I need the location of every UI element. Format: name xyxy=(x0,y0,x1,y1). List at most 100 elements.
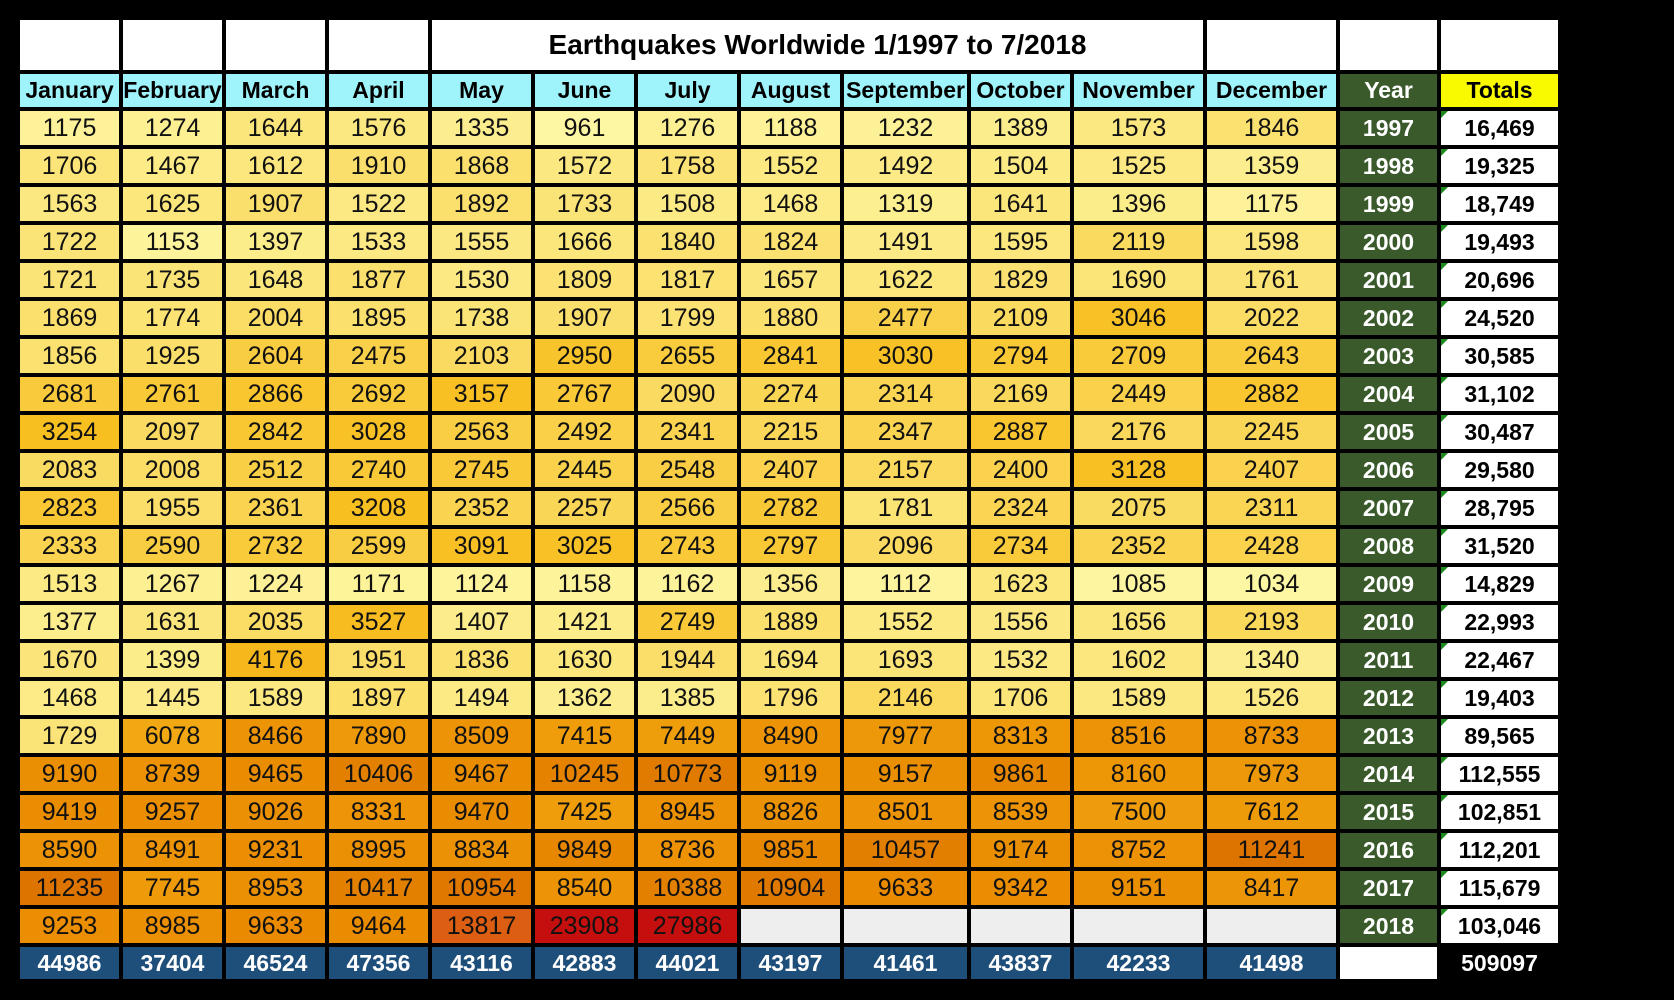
column-header-october: October xyxy=(971,74,1070,107)
data-cell: 9467 xyxy=(432,757,531,791)
table-row: 9419 9257 9026 8331 9470 7425 8945 8826 8501 8539… xyxy=(20,795,1558,829)
data-cell: 2008 xyxy=(123,453,222,487)
data-cell: 2176 xyxy=(1074,415,1203,449)
year-cell: 1999 xyxy=(1340,187,1437,221)
data-cell: 3046 xyxy=(1074,301,1203,335)
data-cell: 8160 xyxy=(1074,757,1203,791)
year-cell: 2011 xyxy=(1340,643,1437,677)
row-total-cell: 16,469 xyxy=(1441,111,1558,145)
data-cell: 1670 xyxy=(20,643,119,677)
data-cell: 8826 xyxy=(741,795,840,829)
title-blank-cell xyxy=(1340,20,1437,70)
data-cell: 2257 xyxy=(535,491,634,525)
data-cell: 10406 xyxy=(329,757,428,791)
table-row: 2083 2008 2512 2740 2745 2445 2548 2407 2157 2400… xyxy=(20,453,1558,487)
table-row: 1377 1631 2035 3527 1407 1421 2749 1889 1552 1556… xyxy=(20,605,1558,639)
data-cell: 1162 xyxy=(638,567,737,601)
row-total-cell: 112,555 xyxy=(1441,757,1558,791)
data-cell: 9419 xyxy=(20,795,119,829)
data-cell: 4176 xyxy=(226,643,325,677)
data-cell: 9851 xyxy=(741,833,840,867)
empty-cell xyxy=(741,909,840,943)
data-cell: 1622 xyxy=(844,263,967,297)
table-row: 1175 1274 1644 1576 1335 961 1276 1188 1232 1389 1… xyxy=(20,111,1558,145)
row-total-cell: 22,993 xyxy=(1441,605,1558,639)
data-cell: 1907 xyxy=(535,301,634,335)
data-cell: 1158 xyxy=(535,567,634,601)
data-cell: 2407 xyxy=(1207,453,1336,487)
table-row: 1869 1774 2004 1895 1738 1907 1799 1880 2477 2109… xyxy=(20,301,1558,335)
data-cell: 1625 xyxy=(123,187,222,221)
data-cell: 1445 xyxy=(123,681,222,715)
column-header-january: January xyxy=(20,74,119,107)
data-cell: 1224 xyxy=(226,567,325,601)
data-cell: 1399 xyxy=(123,643,222,677)
data-cell: 2083 xyxy=(20,453,119,487)
data-cell: 9470 xyxy=(432,795,531,829)
data-cell: 8733 xyxy=(1207,719,1336,753)
data-cell: 10954 xyxy=(432,871,531,905)
header-row: January February March April May June July Augu… xyxy=(20,74,1558,107)
column-total-cell: 42883 xyxy=(535,947,634,979)
data-cell: 1657 xyxy=(741,263,840,297)
data-cell: 2841 xyxy=(741,339,840,373)
year-cell: 2007 xyxy=(1340,491,1437,525)
data-cell: 11241 xyxy=(1207,833,1336,867)
data-cell: 1397 xyxy=(226,225,325,259)
data-cell: 1525 xyxy=(1074,149,1203,183)
data-cell: 2428 xyxy=(1207,529,1336,563)
data-cell: 2823 xyxy=(20,491,119,525)
column-header-may: May xyxy=(432,74,531,107)
table-row: 1563 1625 1907 1522 1892 1733 1508 1468 1319 1641… xyxy=(20,187,1558,221)
data-cell: 2740 xyxy=(329,453,428,487)
year-cell: 2004 xyxy=(1340,377,1437,411)
row-total-cell: 112,201 xyxy=(1441,833,1558,867)
column-totals-row: 44986 37404 46524 47356 43116 42883 44021 43197… xyxy=(20,947,1558,979)
data-cell: 8995 xyxy=(329,833,428,867)
data-cell: 1951 xyxy=(329,643,428,677)
data-cell: 2075 xyxy=(1074,491,1203,525)
data-cell: 2407 xyxy=(741,453,840,487)
data-cell: 1895 xyxy=(329,301,428,335)
data-cell: 2157 xyxy=(844,453,967,487)
data-cell: 1356 xyxy=(741,567,840,601)
data-cell: 2512 xyxy=(226,453,325,487)
data-cell: 2097 xyxy=(123,415,222,449)
data-cell: 7415 xyxy=(535,719,634,753)
data-cell: 1319 xyxy=(844,187,967,221)
data-cell: 8739 xyxy=(123,757,222,791)
data-cell: 1648 xyxy=(226,263,325,297)
year-cell: 2006 xyxy=(1340,453,1437,487)
data-cell: 7977 xyxy=(844,719,967,753)
data-cell: 1796 xyxy=(741,681,840,715)
data-cell: 2866 xyxy=(226,377,325,411)
data-cell: 1556 xyxy=(971,605,1070,639)
data-cell: 9464 xyxy=(329,909,428,943)
data-cell: 1694 xyxy=(741,643,840,677)
data-cell: 1656 xyxy=(1074,605,1203,639)
column-total-cell: 43837 xyxy=(971,947,1070,979)
data-cell: 1552 xyxy=(741,149,840,183)
data-cell: 2169 xyxy=(971,377,1070,411)
data-cell: 2604 xyxy=(226,339,325,373)
data-cell: 1467 xyxy=(123,149,222,183)
column-header-april: April xyxy=(329,74,428,107)
data-cell: 2311 xyxy=(1207,491,1336,525)
data-cell: 7890 xyxy=(329,719,428,753)
data-cell: 8466 xyxy=(226,719,325,753)
data-cell: 1508 xyxy=(638,187,737,221)
column-total-cell: 47356 xyxy=(329,947,428,979)
data-cell: 2215 xyxy=(741,415,840,449)
data-cell: 7449 xyxy=(638,719,737,753)
data-cell: 1555 xyxy=(432,225,531,259)
data-cell: 2794 xyxy=(971,339,1070,373)
data-cell: 1641 xyxy=(971,187,1070,221)
data-cell: 1666 xyxy=(535,225,634,259)
row-total-cell: 19,493 xyxy=(1441,225,1558,259)
data-cell: 1522 xyxy=(329,187,428,221)
row-total-cell: 31,102 xyxy=(1441,377,1558,411)
table-row: 8590 8491 9231 8995 8834 9849 8736 9851 10457 917… xyxy=(20,833,1558,867)
empty-cell xyxy=(1074,909,1203,943)
data-cell: 3208 xyxy=(329,491,428,525)
row-total-cell: 19,403 xyxy=(1441,681,1558,715)
